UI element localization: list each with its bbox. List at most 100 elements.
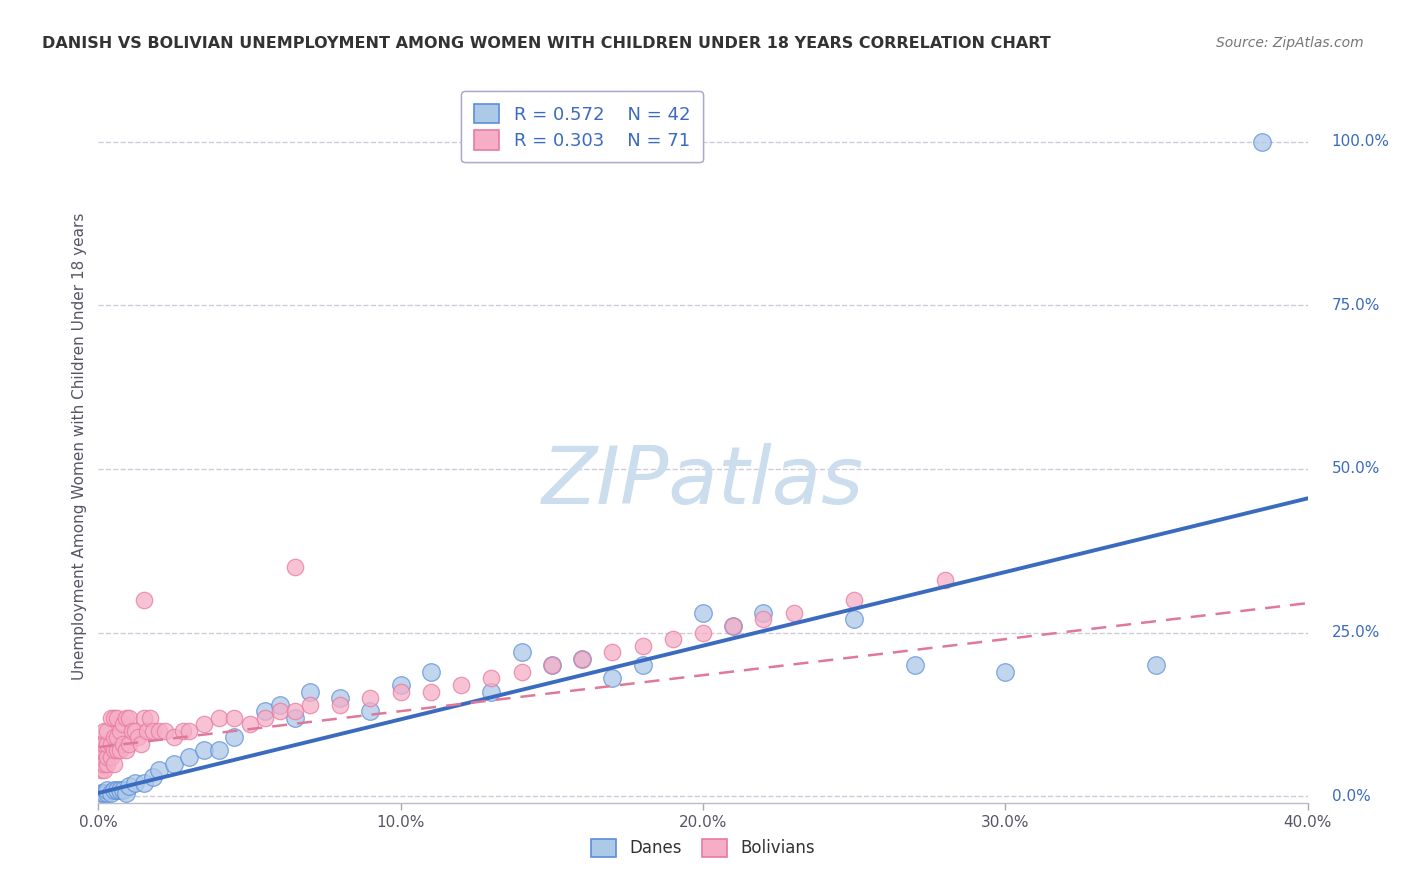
Point [100,737,122,751]
Point [752,606,775,620]
Point [1251,135,1274,149]
Text: 0.0%: 0.0% [1331,789,1371,804]
Point [239,717,262,731]
Point [284,704,307,718]
Point [389,684,412,698]
Point [284,711,307,725]
Point [360,691,382,706]
Point [177,723,201,738]
Point [114,743,136,757]
Point [105,782,128,797]
Point [118,737,141,751]
Point [96,782,118,797]
Point [481,684,503,698]
Point [163,756,186,771]
Point [121,723,143,738]
Legend: R = 0.572    N = 42, R = 0.303    N = 71: R = 0.572 N = 42, R = 0.303 N = 71 [461,91,703,162]
Point [111,737,134,751]
Point [329,691,352,706]
Point [105,731,128,745]
Point [177,750,201,764]
Point [103,782,125,797]
Legend: Danes, Bolivians: Danes, Bolivians [582,830,824,866]
Point [329,698,352,712]
Point [93,723,115,738]
Point [103,743,125,757]
Point [90,756,112,771]
Text: DANISH VS BOLIVIAN UNEMPLOYMENT AMONG WOMEN WITH CHILDREN UNDER 18 YEARS CORRELA: DANISH VS BOLIVIAN UNEMPLOYMENT AMONG WO… [42,36,1050,51]
Point [721,619,744,633]
Point [90,737,112,751]
Point [148,723,170,738]
Point [105,743,128,757]
Point [510,645,533,659]
Point [163,731,186,745]
Point [224,711,246,725]
Point [360,704,382,718]
Point [103,731,125,745]
Point [103,756,125,771]
Point [389,678,412,692]
Point [100,750,122,764]
Point [90,763,112,777]
Point [103,711,125,725]
Point [124,723,146,738]
Point [284,560,307,574]
Point [540,658,562,673]
Point [419,665,441,679]
Point [148,763,170,777]
Point [142,770,165,784]
Point [299,698,322,712]
Point [481,672,503,686]
Point [90,786,112,800]
Point [111,782,134,797]
Point [782,606,804,620]
Point [132,592,155,607]
Y-axis label: Unemployment Among Women with Children Under 18 years: Unemployment Among Women with Children U… [72,212,87,680]
Point [208,711,231,725]
Point [90,750,112,764]
Point [253,704,276,718]
Point [96,750,118,764]
Point [93,743,115,757]
Point [108,743,131,757]
Point [111,717,134,731]
Point [90,743,112,757]
Point [132,776,155,790]
Point [934,573,956,587]
Point [193,743,215,757]
Point [129,737,152,751]
Point [540,658,562,673]
Point [108,782,131,797]
Point [127,731,149,745]
Point [510,665,533,679]
Point [193,717,215,731]
Point [93,786,115,800]
Point [571,652,593,666]
Point [253,711,276,725]
Point [132,711,155,725]
Point [631,639,654,653]
Point [96,756,118,771]
Point [108,723,131,738]
Point [1144,658,1167,673]
Point [114,786,136,800]
Point [142,723,165,738]
Text: 50.0%: 50.0% [1331,461,1381,476]
Point [419,684,441,698]
Point [153,723,176,738]
Point [269,698,291,712]
Point [96,786,118,800]
Point [450,678,472,692]
Point [269,704,291,718]
Point [602,645,624,659]
Point [118,711,141,725]
Point [124,776,146,790]
Point [844,612,866,626]
Text: 100.0%: 100.0% [1331,134,1389,149]
Point [93,756,115,771]
Point [692,606,714,620]
Point [96,723,118,738]
Point [139,711,162,725]
Text: Source: ZipAtlas.com: Source: ZipAtlas.com [1216,36,1364,50]
